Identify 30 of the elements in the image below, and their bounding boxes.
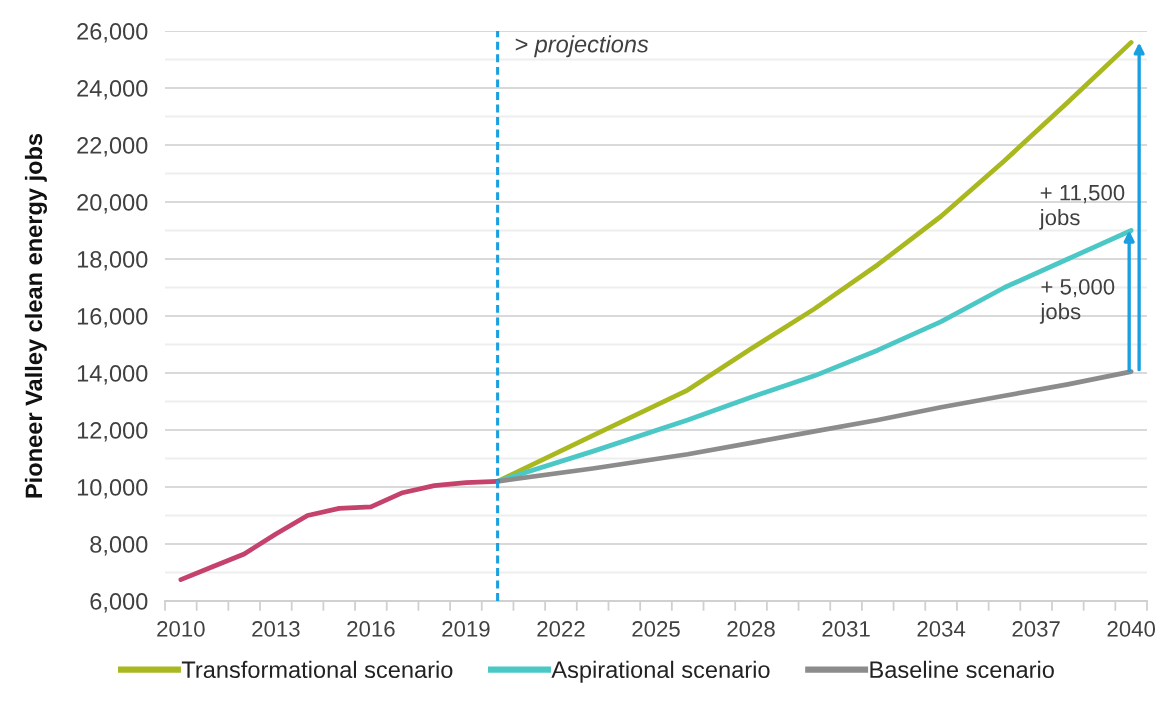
x-tick-label: 2031 <box>822 621 870 637</box>
x-tick-label: 2025 <box>632 621 680 637</box>
y-tick-label: 6,000 <box>90 593 148 613</box>
x-tick-label: 2013 <box>252 621 300 637</box>
legend-label: Baseline scenario <box>870 660 1054 679</box>
annotation: + 5,000 jobs <box>1039 278 1115 324</box>
y-tick-label: 14,000 <box>77 365 148 385</box>
x-tick-label: 2040 <box>1107 621 1156 637</box>
x-tick-label: 2010 <box>157 621 205 637</box>
x-tick-label: 2028 <box>727 621 775 637</box>
x-tick-label: 2019 <box>442 621 490 637</box>
x-tick-label: 2034 <box>917 621 966 637</box>
x-tick-label: 2016 <box>347 621 395 637</box>
y-tick-label: 8,000 <box>90 536 148 556</box>
legend-label: Transformational scenario <box>181 660 453 679</box>
y-tick-label: 16,000 <box>77 308 148 328</box>
y-tick-label: 24,000 <box>77 80 148 100</box>
y-tick-label: 18,000 <box>77 251 148 271</box>
y-tick-label: 22,000 <box>77 137 148 157</box>
y-tick-label: 12,000 <box>77 422 148 442</box>
y-tick-label: 10,000 <box>77 479 148 499</box>
y-axis-title: Pioneer Valley clean energy jobs <box>24 133 47 498</box>
ref-line-label: > projections <box>515 35 649 58</box>
y-tick-label: 20,000 <box>77 194 148 214</box>
line-series <box>178 478 500 582</box>
y-tick-label: 26,000 <box>77 23 148 43</box>
x-tick-label: 2037 <box>1012 621 1060 637</box>
annotation: + 11,500 jobs <box>1039 184 1125 230</box>
x-tick-label: 2022 <box>537 621 585 637</box>
legend-label: Aspirational scenario <box>551 660 770 683</box>
